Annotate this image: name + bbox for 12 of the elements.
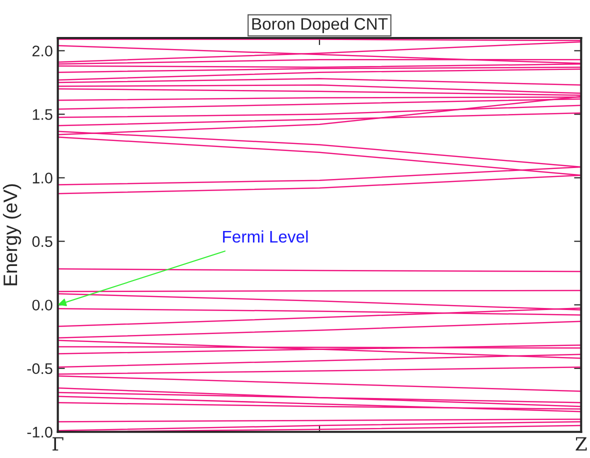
y-tick-label: 0.5 [32,236,52,247]
y-tick-label: -1.0 [27,426,52,438]
chart-title: Boron Doped CNT [252,18,388,34]
y-tick-label: 2.0 [32,46,52,56]
y-tick-label: -0.5 [27,363,52,374]
y-tick-label: 1.0 [32,172,52,184]
y-tick-label: 1.5 [32,109,52,120]
x-tick-label: Z [576,437,587,450]
x-tick-label: Γ [52,437,64,450]
annotation: Fermi Level [223,230,308,243]
y-tick-label: 0.0 [32,300,52,311]
y-axis-title: Energy (eV) [2,184,22,286]
